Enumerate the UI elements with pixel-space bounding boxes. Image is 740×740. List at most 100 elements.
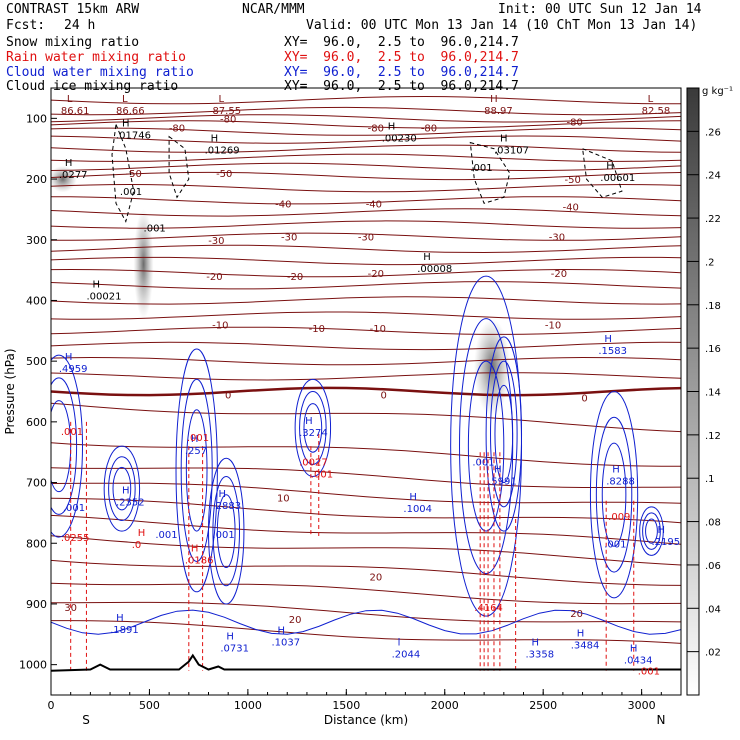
- isotherm-line: [51, 281, 681, 290]
- extremum-marker: H: [278, 625, 286, 636]
- isotherm-label: -50: [126, 169, 142, 180]
- isotherm-label: -80: [567, 117, 583, 128]
- extremum-value: .03107: [494, 146, 529, 157]
- y-tick-label: 700: [26, 477, 47, 490]
- cloud-water-contour: [639, 506, 664, 556]
- contour-value-label: .001: [155, 530, 177, 541]
- isotherm-line: [51, 442, 681, 467]
- org-label: NCAR/MMM: [242, 2, 305, 17]
- isotherm-line: [51, 208, 681, 217]
- isotherm-line: [51, 144, 681, 153]
- cloud-ice-contour: [581, 147, 623, 198]
- isotherm-label: -80: [421, 123, 437, 134]
- contour-value-label: .001: [212, 530, 234, 541]
- extremum-marker: H: [423, 252, 431, 263]
- cloud-water-contour: [494, 384, 514, 484]
- colorbar: .02 .04 .06 .08 .1 .12 .14 .16 .18 .2 .22 .24 .26 g k…: [686, 86, 733, 696]
- extremum-value: .01269: [205, 146, 240, 157]
- colorbar-tick-label: .26: [705, 127, 721, 138]
- isotherm-line: [51, 256, 681, 266]
- cloud-water-contour: [103, 445, 141, 532]
- isotherm-label: 30: [64, 603, 77, 614]
- colorbar-tick-label: .04: [705, 604, 721, 615]
- colorbar-tick-label: .16: [705, 344, 721, 355]
- extremum-marker: H: [604, 334, 612, 345]
- y-tick-label: 900: [26, 598, 47, 611]
- model-title: CONTRAST 15km ARW: [6, 2, 140, 17]
- x-tick-label: 3000: [628, 699, 656, 712]
- isotherm-label: -20: [368, 269, 384, 280]
- cloud-water-contour: [185, 409, 208, 532]
- cloud-water-contour: [51, 377, 78, 515]
- isotherm-line: [51, 95, 681, 105]
- extremum-value: .3484: [571, 640, 600, 651]
- extremum-marker: H: [500, 134, 508, 145]
- x-tick-label: 1500: [332, 699, 360, 712]
- cloud-water-contour: [175, 348, 218, 593]
- cloud-water-contour: [216, 494, 236, 569]
- extremum-marker: L: [122, 94, 128, 105]
- cloud-water-contour: [601, 442, 627, 547]
- rain-field-xy: XY= 96.0, 2.5 to 96.0,214.7: [284, 50, 519, 65]
- colorbar-unit: g kg⁻¹: [702, 86, 733, 97]
- extremum-value: .2352: [116, 498, 145, 509]
- extremum-marker: L: [67, 94, 73, 105]
- isotherm-line: [51, 183, 681, 193]
- x-tick-label: 2500: [529, 699, 557, 712]
- extremum-value: .4959: [59, 364, 88, 375]
- isotherm-label: 0: [581, 394, 587, 405]
- extremum-marker: H: [494, 464, 502, 475]
- isotherm-line: [51, 482, 681, 504]
- isotherm-label: -30: [208, 236, 224, 247]
- extremum-marker: H: [116, 613, 124, 624]
- colorbar-tick-label: .2: [705, 257, 715, 268]
- isotherm-label: 20: [289, 615, 302, 626]
- isotherm-label: -10: [212, 321, 228, 332]
- contour-value-label: .009: [608, 512, 630, 523]
- extremum-marker: H: [531, 637, 539, 648]
- extremum-marker: H: [612, 464, 620, 475]
- isotherm-label: -40: [563, 202, 579, 213]
- isotherm-label: 20: [369, 573, 382, 584]
- cloud-water-contour: [112, 466, 132, 511]
- isotherm-label: -80: [169, 123, 185, 134]
- isotherm-label: 0: [381, 391, 387, 402]
- extremum-marker: H: [211, 134, 219, 145]
- extremum-marker: H: [191, 543, 199, 554]
- isotherm-label: -20: [551, 269, 567, 280]
- cloud-water-contour: [485, 336, 523, 532]
- cloud-water-contour: [467, 360, 505, 532]
- isotherm-line: [51, 311, 681, 320]
- cloud-water-contour: [108, 456, 136, 521]
- extremum-value: .3274: [299, 428, 328, 439]
- extremum-marker: H: [65, 352, 73, 363]
- x-axis-label: Distance (km): [324, 713, 408, 727]
- isotherm-line: [51, 244, 681, 254]
- extremum-value: .1037: [272, 637, 301, 648]
- isotherm-line: [51, 120, 681, 129]
- isotherm-line: [51, 162, 681, 171]
- cloud-water-contour: [180, 378, 213, 562]
- isotherm-label: -30: [281, 233, 297, 244]
- snow-field-name: Snow mixing ratio: [6, 35, 140, 50]
- terrain-line: [51, 653, 681, 672]
- cloud-water-contour: [490, 360, 518, 508]
- cloud-water-contour: [589, 391, 639, 599]
- isotherm-label: -10: [309, 324, 325, 335]
- y-tick-label: 1000: [19, 659, 47, 672]
- init-time: Init: 00 UTC Sun 12 Jan 14: [498, 2, 702, 17]
- contour-value-label: .0255: [61, 533, 90, 544]
- isotherm-label: -10: [370, 324, 386, 335]
- cloud-water-contour: [595, 416, 633, 573]
- extremum-marker: L: [218, 94, 224, 105]
- extremum-value: .00008: [417, 264, 452, 275]
- cloud-water-contour: [294, 378, 332, 477]
- extremum-marker: H: [122, 486, 130, 497]
- extremum-value: .0186: [185, 555, 214, 566]
- x-tick-label: 2000: [431, 699, 459, 712]
- extremum-marker: H: [226, 631, 234, 642]
- extremum-value: .0434: [624, 656, 653, 667]
- isotherm-label: -40: [275, 199, 291, 210]
- colorbar-tick-label: .24: [705, 171, 721, 182]
- isotherm-label: -80: [368, 123, 384, 134]
